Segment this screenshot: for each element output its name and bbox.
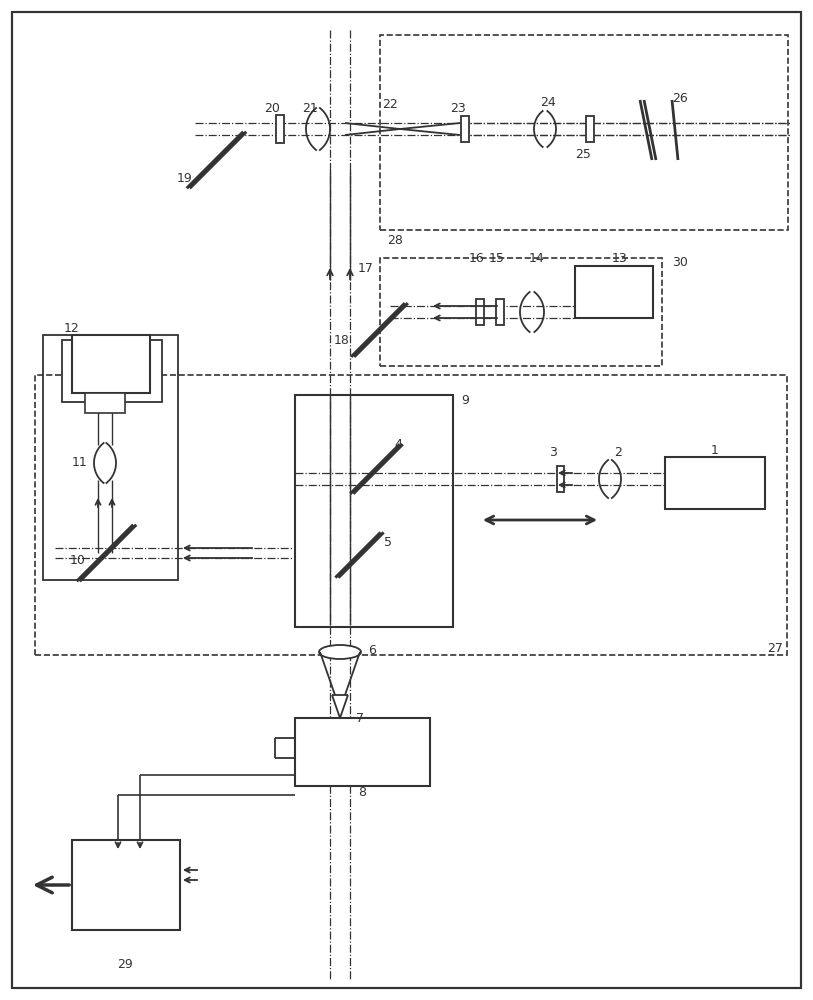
Bar xyxy=(35,375,787,655)
Text: 5: 5 xyxy=(384,536,392,548)
Bar xyxy=(62,340,162,402)
Bar xyxy=(85,393,125,413)
Text: 20: 20 xyxy=(264,102,280,114)
Bar xyxy=(43,335,178,580)
Text: 11: 11 xyxy=(72,456,88,470)
Text: 8: 8 xyxy=(358,786,366,798)
Text: 2: 2 xyxy=(614,446,622,460)
Bar xyxy=(586,116,594,142)
Text: 18: 18 xyxy=(334,334,350,347)
Text: 15: 15 xyxy=(489,251,505,264)
Text: 16: 16 xyxy=(469,251,485,264)
Text: 30: 30 xyxy=(672,255,688,268)
Text: 19: 19 xyxy=(177,172,193,184)
Text: 13: 13 xyxy=(612,251,628,264)
Text: 17: 17 xyxy=(358,261,374,274)
Bar xyxy=(557,466,564,492)
Text: 27: 27 xyxy=(767,642,783,654)
Text: 6: 6 xyxy=(368,644,376,656)
Text: 9: 9 xyxy=(461,393,469,406)
Text: 29: 29 xyxy=(117,958,133,972)
Text: 25: 25 xyxy=(575,148,591,161)
Bar xyxy=(665,457,765,509)
Bar xyxy=(380,35,788,230)
Bar xyxy=(575,266,653,318)
Ellipse shape xyxy=(319,645,361,659)
Text: 7: 7 xyxy=(356,712,364,724)
Text: 1: 1 xyxy=(711,444,719,456)
Text: 10: 10 xyxy=(70,554,86,566)
Text: 26: 26 xyxy=(672,92,688,104)
Text: 3: 3 xyxy=(549,446,557,460)
Text: 23: 23 xyxy=(450,102,466,114)
Bar xyxy=(276,115,284,143)
Bar xyxy=(72,335,150,393)
Text: 14: 14 xyxy=(529,251,545,264)
Text: 21: 21 xyxy=(302,102,318,114)
Text: 22: 22 xyxy=(382,99,398,111)
Text: 28: 28 xyxy=(387,233,403,246)
Bar xyxy=(496,299,504,325)
Bar xyxy=(461,116,469,142)
Bar xyxy=(295,718,430,786)
Bar xyxy=(295,395,453,627)
Bar xyxy=(476,299,484,325)
Bar xyxy=(380,258,662,366)
Text: 4: 4 xyxy=(394,438,402,452)
Bar xyxy=(72,840,180,930)
Text: 24: 24 xyxy=(540,96,556,108)
Text: 12: 12 xyxy=(64,322,80,334)
